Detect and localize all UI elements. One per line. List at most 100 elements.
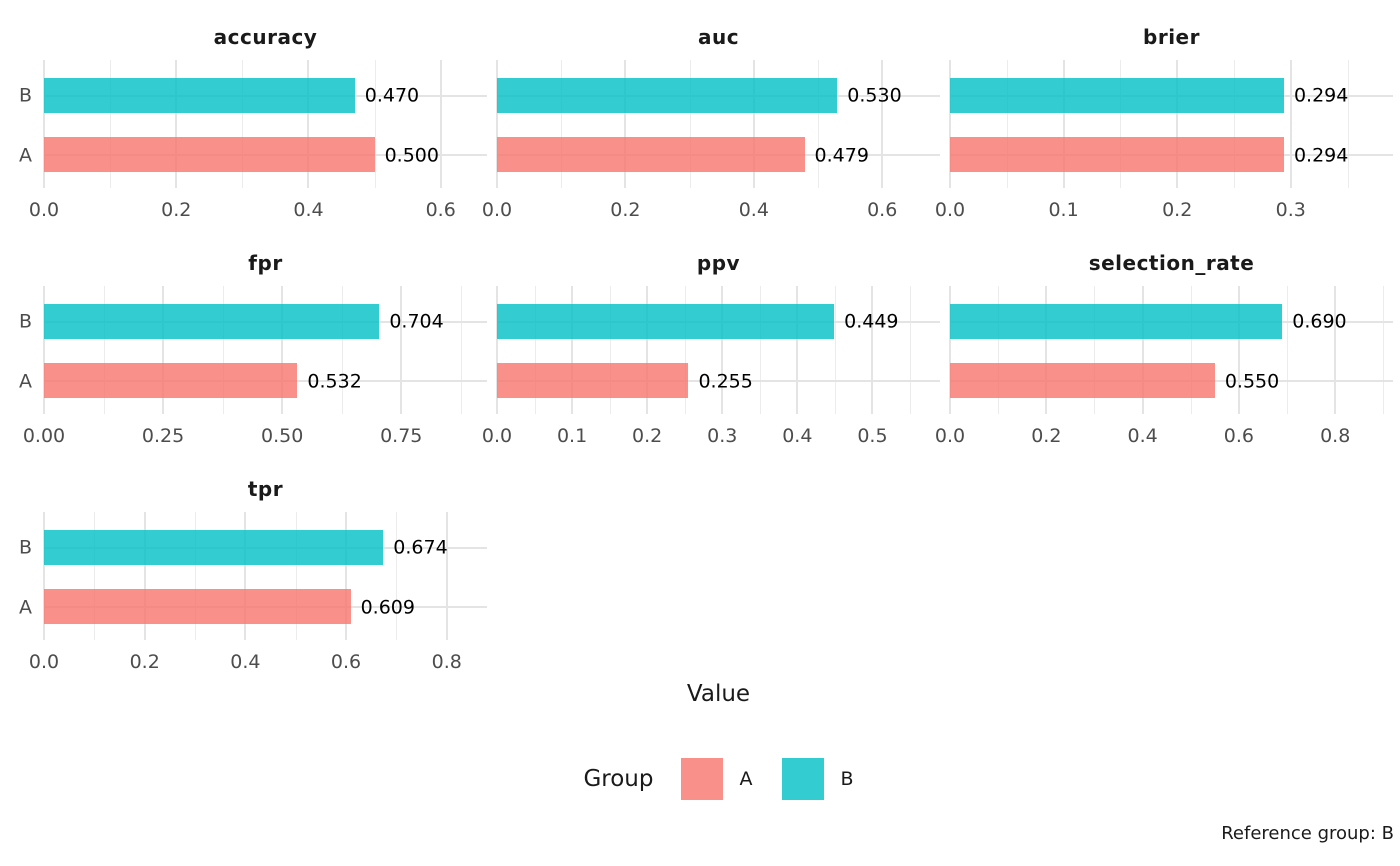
x-tick-label: 0.2 bbox=[632, 425, 663, 447]
x-tick-label: 0.1 bbox=[556, 425, 588, 447]
x-tick-label: 0.3 bbox=[707, 425, 738, 447]
caption: Reference group: B bbox=[1221, 823, 1394, 844]
gridline-minor bbox=[195, 512, 197, 640]
gridline-minor bbox=[689, 60, 691, 188]
bar-b-fpr bbox=[44, 304, 380, 339]
x-tick-label: 0.4 bbox=[230, 651, 261, 673]
bar-value-label: 0.530 bbox=[847, 84, 902, 107]
x-axis: 0.0 0.2 0.4 0.6 0.8 bbox=[29, 640, 487, 676]
gridline-minor bbox=[110, 60, 112, 188]
legend-entry-a: A bbox=[681, 758, 752, 800]
gridline-major bbox=[281, 286, 284, 414]
gridline-minor bbox=[222, 286, 224, 414]
gridline-minor bbox=[1233, 60, 1235, 188]
x-tick-label: 0.4 bbox=[1127, 425, 1158, 447]
facet-title: ppv bbox=[696, 251, 741, 275]
x-tick-label: 0.0 bbox=[934, 199, 966, 221]
x-tick-label: 0.2 bbox=[1162, 199, 1193, 221]
bar-a-brier bbox=[950, 137, 1284, 172]
bar-value-label: 0.532 bbox=[307, 370, 362, 393]
facet-panel: 0.530 0.479 bbox=[496, 60, 940, 188]
gridline-minor bbox=[909, 286, 911, 414]
x-tick-label: 0.0 bbox=[28, 199, 60, 221]
x-axis: 0.0 0.1 0.2 0.3 bbox=[935, 188, 1393, 224]
facet-fpr: fpr 0.704 0.532 0.00 0.25 0.50 0.75 bbox=[23, 240, 487, 450]
gridline-horizontal bbox=[497, 380, 940, 382]
x-tick-label: 0.2 bbox=[129, 651, 160, 673]
gridline-minor bbox=[242, 60, 244, 188]
gridline-major bbox=[752, 60, 755, 188]
gridline-minor bbox=[1006, 60, 1008, 188]
bar-b-accuracy bbox=[44, 78, 355, 113]
bar-b-auc bbox=[497, 78, 838, 113]
facet-panel: 0.674 0.609 bbox=[43, 512, 487, 640]
facet-panel: 0.449 0.255 bbox=[496, 286, 940, 414]
gridline-major bbox=[445, 512, 448, 640]
legend-entry-b: B bbox=[782, 758, 854, 800]
gridline-minor bbox=[1347, 60, 1349, 188]
gridline-major bbox=[143, 512, 146, 640]
bar-b-tpr bbox=[44, 530, 384, 565]
bar-value-label: 0.470 bbox=[364, 84, 420, 107]
gridline-minor bbox=[1190, 286, 1192, 414]
y-axis-label-b: B bbox=[18, 536, 32, 559]
x-tick-label: 0.8 bbox=[1320, 425, 1351, 447]
gridline-major bbox=[646, 286, 649, 414]
x-tick-label: 0.6 bbox=[425, 199, 456, 221]
gridline-major bbox=[43, 286, 45, 414]
legend-entry-label: A bbox=[739, 768, 753, 790]
bar-a-accuracy bbox=[44, 137, 375, 172]
gridline-minor bbox=[561, 60, 563, 188]
bar-a-tpr bbox=[44, 589, 351, 624]
gridline-minor bbox=[295, 512, 297, 640]
gridline-minor bbox=[759, 286, 761, 414]
facet-brier: brier 0.294 0.294 0.0 0.1 0.2 0.3 bbox=[935, 14, 1393, 224]
gridline-minor bbox=[374, 60, 376, 188]
facet-title: fpr bbox=[248, 251, 283, 275]
x-axis: 0.00 0.25 0.50 0.75 bbox=[23, 414, 487, 450]
gridline-major bbox=[496, 286, 498, 414]
facet-title: accuracy bbox=[213, 25, 318, 49]
bar-value-label: 0.479 bbox=[814, 144, 869, 167]
gridline-minor bbox=[103, 286, 105, 414]
bar-value-label: 0.255 bbox=[698, 370, 753, 393]
bar-a-auc bbox=[497, 137, 805, 172]
bar-b-ppv bbox=[497, 304, 835, 339]
gridline-minor bbox=[534, 286, 536, 414]
x-axis-title: Value bbox=[686, 681, 751, 707]
legend-title: Group bbox=[583, 766, 654, 792]
gridline-minor bbox=[998, 286, 1000, 414]
bar-value-label: 0.674 bbox=[393, 536, 448, 559]
x-axis: 0.0 0.2 0.4 0.6 0.8 bbox=[935, 414, 1393, 450]
bar-value-label: 0.294 bbox=[1293, 84, 1349, 107]
gridline-major bbox=[1141, 286, 1144, 414]
facet-auc: auc 0.530 0.479 0.0 0.2 0.4 0.6 bbox=[482, 14, 940, 224]
y-axis-label-a: A bbox=[19, 144, 32, 167]
gridline-minor bbox=[834, 286, 836, 414]
x-tick-label: 0.6 bbox=[330, 651, 362, 673]
x-axis: 0.0 0.1 0.2 0.3 0.4 0.5 bbox=[482, 414, 940, 450]
x-tick-label: 0.1 bbox=[1048, 199, 1079, 221]
x-axis: 0.0 0.2 0.4 0.6 bbox=[482, 188, 940, 224]
gridline-major bbox=[949, 286, 951, 414]
x-tick-label: 0.0 bbox=[934, 425, 966, 447]
y-axis-label-b: B bbox=[18, 310, 32, 333]
legend-entry-label: B bbox=[840, 768, 854, 790]
bar-value-label: 0.550 bbox=[1224, 370, 1280, 393]
x-tick-label: 0.4 bbox=[738, 199, 769, 221]
x-tick-label: 0.0 bbox=[481, 425, 513, 447]
bar-b-selection_rate bbox=[950, 304, 1283, 339]
gridline-major bbox=[307, 60, 310, 188]
x-tick-label: 0.25 bbox=[141, 425, 185, 447]
facet-selection_rate: selection_rate 0.690 0.550 0.0 0.2 0.4 0.6 0.8 bbox=[935, 240, 1393, 450]
x-tick-label: 0.8 bbox=[431, 651, 462, 673]
gridline-major bbox=[439, 60, 442, 188]
x-tick-label: 0.0 bbox=[481, 199, 513, 221]
